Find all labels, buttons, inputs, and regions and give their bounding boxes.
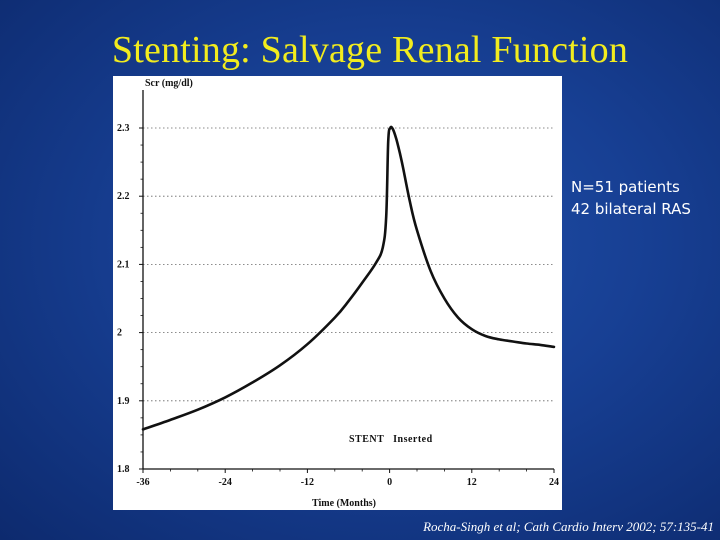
y-axis-title: Scr (mg/dl) — [145, 78, 193, 89]
x-tick-label-24: 24 — [549, 477, 559, 488]
y-tick-label-2.2: 2.2 — [117, 191, 130, 202]
creatinine-line-chart: 1.8 1.9 2 2.1 2.2 2.3 -36 -24 -12 0 12 24 Scr (mg/d… — [117, 78, 559, 509]
x-tick-label-12: 12 — [467, 477, 477, 488]
stent-inserted-annotation: STENT Inserted — [349, 434, 433, 445]
y-tick-label-1.8: 1.8 — [117, 464, 130, 475]
x-tick-label--12: -12 — [301, 477, 314, 488]
y-tick-label-2.3: 2.3 — [117, 123, 130, 134]
y-tick-label-1.9: 1.9 — [117, 396, 130, 407]
slide-title: Stenting: Salvage Renal Function — [111, 29, 629, 71]
axes — [139, 90, 555, 473]
x-tick-label--36: -36 — [136, 477, 149, 488]
serum-creatinine-series-line — [141, 125, 556, 431]
chart-panel: 1.8 1.9 2 2.1 2.2 2.3 -36 -24 -12 0 12 24 Scr (mg/d… — [113, 76, 562, 510]
study-note: N=51 patients 42 bilateral RAS — [571, 176, 691, 220]
y-tick-label-2.1: 2.1 — [117, 259, 130, 270]
grid-lines — [143, 127, 554, 402]
citation: Rocha-Singh et al; Cath Cardio Interv 20… — [423, 519, 714, 534]
note-line-bilateral: 42 bilateral RAS — [571, 200, 691, 218]
y-tick-label-2: 2 — [117, 328, 122, 339]
x-tick-label-0: 0 — [387, 477, 392, 488]
x-tick-label--24: -24 — [219, 477, 232, 488]
tick-labels: 1.8 1.9 2 2.1 2.2 2.3 -36 -24 -12 0 12 24 — [117, 123, 559, 488]
note-line-patients: N=51 patients — [571, 178, 680, 196]
x-axis-title: Time (Months) — [312, 498, 376, 509]
